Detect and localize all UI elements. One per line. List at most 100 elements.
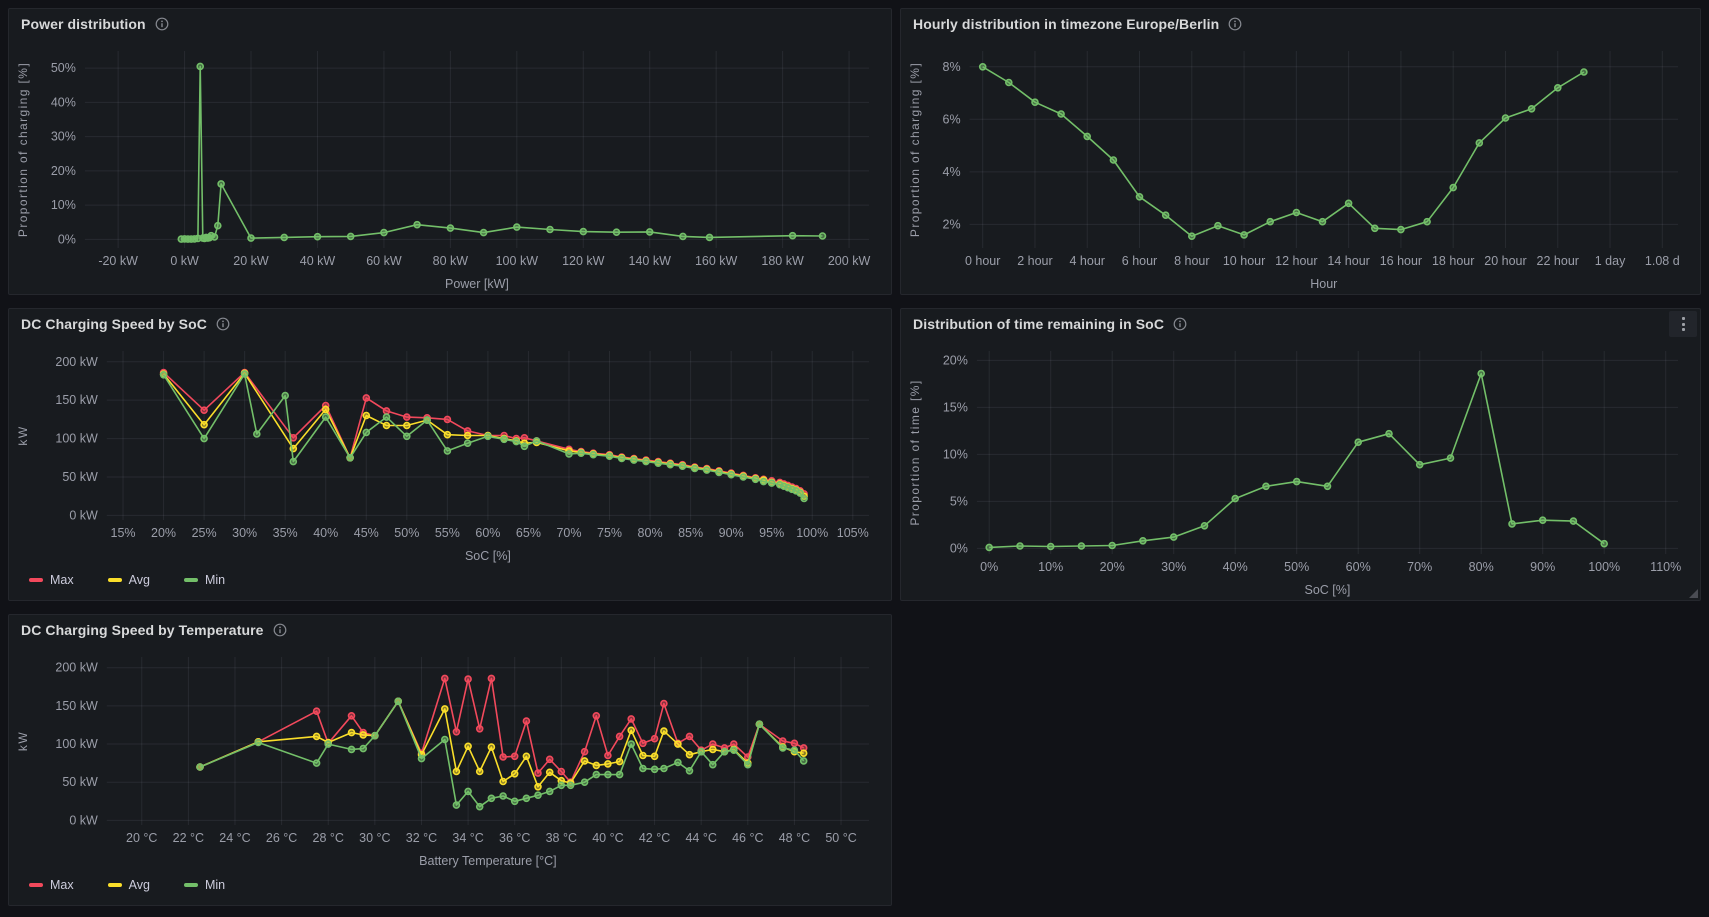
chart-hourly-distribution[interactable]: 0 hour 2 hour 4 hour 6 hour 8 hour 10 hour 12 … [905,39,1696,294]
legend-item-min[interactable]: Min [183,878,226,892]
chart-canvas[interactable]: 0% 10% 20% 30% 40% 50% 60% 70% 80% 90% 100% 110% 0% 5… [905,339,1696,600]
svg-text:60%: 60% [475,526,500,540]
svg-text:85%: 85% [678,526,703,540]
legend-item-avg[interactable]: Avg [107,573,150,587]
panel-title[interactable]: Distribution of time remaining in SoC [913,316,1165,332]
svg-text:14 hour: 14 hour [1327,254,1369,268]
svg-text:0 kW: 0 kW [170,254,199,268]
legend-label: Max [50,878,74,892]
svg-text:100 kW: 100 kW [55,432,98,446]
svg-text:50 °C: 50 °C [825,831,856,845]
legend-swatch [183,578,198,582]
svg-text:80%: 80% [638,526,663,540]
svg-text:65%: 65% [516,526,541,540]
svg-text:36 °C: 36 °C [499,831,530,845]
legend: Max Avg Min [9,566,891,600]
svg-text:38 °C: 38 °C [546,831,577,845]
chart-canvas[interactable]: 20 °C 22 °C 24 °C 26 °C 28 °C 30 °C 32 °C 34 °C… [13,645,887,871]
svg-text:40%: 40% [51,95,76,109]
svg-text:Power [kW]: Power [kW] [445,277,509,291]
panel-header: DC Charging Speed by Temperature [9,615,891,645]
info-icon[interactable] [216,317,230,331]
svg-text:22 °C: 22 °C [173,831,204,845]
svg-text:1 day: 1 day [1595,254,1626,268]
resize-handle[interactable] [1689,589,1698,598]
legend-swatch [29,883,43,887]
panel-title[interactable]: DC Charging Speed by SoC [21,316,207,332]
svg-text:20 °C: 20 °C [126,831,157,845]
svg-text:0 kW: 0 kW [69,508,98,522]
svg-text:24 °C: 24 °C [219,831,250,845]
svg-text:Proportion of charging [%]: Proportion of charging [%] [908,62,922,237]
chart-canvas[interactable]: 0 hour 2 hour 4 hour 6 hour 8 hour 10 hour 12 … [905,39,1696,294]
panel-dc-speed-by-soc: DC Charging Speed by SoC 15% 20% 25% 30% 35%… [8,308,892,601]
legend-item-min[interactable]: Min [183,573,225,587]
svg-text:8 hour: 8 hour [1174,254,1209,268]
legend-label: Min [204,878,226,892]
svg-text:150 kW: 150 kW [55,393,98,407]
svg-text:48 °C: 48 °C [779,831,810,845]
chart-canvas[interactable]: -20 kW 0 kW 20 kW 40 kW 60 kW 80 kW 100 kW 120 … [13,39,887,294]
svg-text:20%: 20% [51,164,76,178]
svg-text:105%: 105% [837,526,869,540]
svg-text:50 kW: 50 kW [62,775,98,789]
svg-text:2 hour: 2 hour [1017,254,1052,268]
svg-text:120 kW: 120 kW [562,254,605,268]
legend-item-avg[interactable]: Avg [107,878,150,892]
chart-power-distribution[interactable]: -20 kW 0 kW 20 kW 40 kW 60 kW 80 kW 100 kW 120 … [13,39,887,294]
svg-text:6%: 6% [943,112,961,126]
svg-text:1.08 d: 1.08 d [1645,254,1680,268]
panel-title[interactable]: Power distribution [21,16,146,32]
svg-text:50%: 50% [51,61,76,75]
panel-title[interactable]: Hourly distribution in timezone Europe/B… [913,16,1220,32]
svg-text:20 kW: 20 kW [233,254,269,268]
svg-text:50%: 50% [1284,560,1309,574]
svg-text:15%: 15% [943,400,968,414]
svg-text:26 °C: 26 °C [266,831,297,845]
svg-text:30%: 30% [51,130,76,144]
info-icon[interactable] [273,623,287,637]
info-icon[interactable] [1173,317,1187,331]
svg-text:6 hour: 6 hour [1122,254,1157,268]
legend-swatch [183,883,198,887]
svg-text:Proportion of time [%]: Proportion of time [%] [908,379,922,525]
chart-time-remaining-in-soc[interactable]: 0% 10% 20% 30% 40% 50% 60% 70% 80% 90% 100% 110% 0% 5… [905,339,1696,600]
legend-item-max[interactable]: Max [29,573,74,587]
svg-text:Battery Temperature [°C]: Battery Temperature [°C] [419,854,556,868]
svg-text:Hour: Hour [1310,277,1337,291]
panel-header: Hourly distribution in timezone Europe/B… [901,9,1700,39]
svg-text:60%: 60% [1346,560,1371,574]
panel-title[interactable]: DC Charging Speed by Temperature [21,622,264,638]
svg-text:200 kW: 200 kW [55,661,98,675]
svg-text:44 °C: 44 °C [685,831,716,845]
svg-text:160 kW: 160 kW [695,254,738,268]
panel-header: Power distribution [9,9,891,39]
svg-text:kW: kW [16,731,30,751]
svg-text:46 °C: 46 °C [732,831,763,845]
info-icon[interactable] [1228,17,1242,31]
svg-text:10%: 10% [51,198,76,212]
svg-text:40 °C: 40 °C [592,831,623,845]
info-icon[interactable] [155,17,169,31]
panel-menu-button[interactable] [1669,311,1697,337]
svg-text:50 kW: 50 kW [62,470,98,484]
svg-text:200 kW: 200 kW [55,355,98,369]
svg-text:100 kW: 100 kW [496,254,539,268]
legend-item-max[interactable]: Max [29,878,74,892]
kebab-menu-icon [1681,317,1685,320]
svg-text:4 hour: 4 hour [1070,254,1105,268]
svg-text:15%: 15% [111,526,136,540]
svg-text:4%: 4% [943,165,961,179]
legend-swatch [107,578,122,582]
panel-header: Distribution of time remaining in SoC [901,309,1700,339]
svg-text:SoC [%]: SoC [%] [1305,583,1351,597]
svg-text:50%: 50% [394,526,419,540]
legend-label: Avg [128,878,150,892]
svg-text:8%: 8% [943,60,961,74]
chart-dc-speed-by-temperature[interactable]: 20 °C 22 °C 24 °C 26 °C 28 °C 30 °C 32 °C 34 °C… [13,645,887,871]
svg-text:35%: 35% [273,526,298,540]
svg-text:20%: 20% [1100,560,1125,574]
chart-dc-speed-by-soc[interactable]: 15% 20% 25% 30% 35% 40% 45% 50% 55% 60% 65% 70% 75% 8… [13,339,887,566]
svg-text:75%: 75% [597,526,622,540]
chart-canvas[interactable]: 15% 20% 25% 30% 35% 40% 45% 50% 55% 60% 65% 70% 75% 8… [13,339,887,566]
